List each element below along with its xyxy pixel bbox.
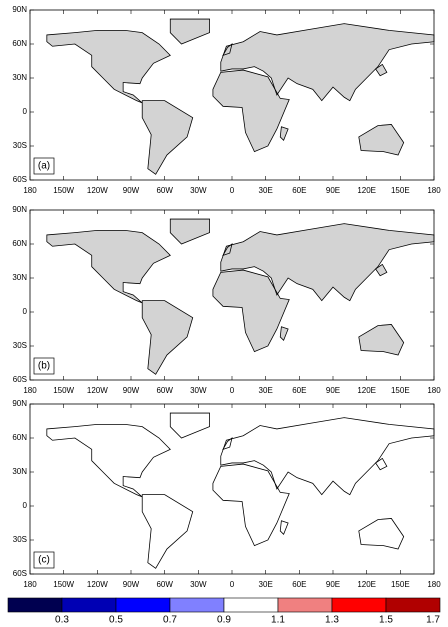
colorbar-label: 1.3 <box>325 615 339 626</box>
lon-label: 60E <box>292 186 306 195</box>
lon-label: 90E <box>326 186 340 195</box>
lon-label: 30W <box>190 186 207 195</box>
colorbar-box <box>223 597 279 613</box>
colorbar-label: 1.5 <box>379 615 393 626</box>
colorbar-box <box>7 597 63 613</box>
lon-label: 180 <box>427 386 441 395</box>
lon-label: 0 <box>230 186 235 195</box>
lon-label: 150E <box>391 580 410 589</box>
panel-label-box <box>33 551 55 569</box>
lon-label: 30E <box>259 386 273 395</box>
panel-label: (c) <box>38 555 50 566</box>
colorbar-label: 1.1 <box>271 615 285 626</box>
lat-label: 60S <box>13 569 27 578</box>
lat-label: 90N <box>12 399 27 408</box>
panel-label-box <box>33 357 55 375</box>
panel-b-map <box>46 218 435 375</box>
colorbar-box <box>115 597 171 613</box>
lat-label: 0 <box>23 307 28 316</box>
colorbar-box <box>331 597 387 613</box>
lat-label: 30N <box>12 467 27 476</box>
lat-label: 30S <box>13 341 27 350</box>
lon-label: 120E <box>357 186 376 195</box>
colorbar-box <box>385 597 441 613</box>
lon-label: 180 <box>23 580 37 589</box>
lon-label: 90E <box>326 386 340 395</box>
lon-label: 60W <box>156 386 173 395</box>
lon-label: 60E <box>292 386 306 395</box>
lon-label: 0 <box>230 580 235 589</box>
lon-label: 90W <box>123 386 140 395</box>
lon-label: 60E <box>292 580 306 589</box>
colorbar-label: 0.7 <box>163 615 177 626</box>
lon-label: 90W <box>123 580 140 589</box>
lon-label: 90E <box>326 580 340 589</box>
lon-label: 180 <box>427 580 441 589</box>
lon-label: 30E <box>259 186 273 195</box>
colorbar-label: 0.9 <box>217 615 231 626</box>
lon-label: 150E <box>391 386 410 395</box>
lat-label: 90N <box>12 205 27 214</box>
lon-label: 180 <box>427 186 441 195</box>
lat-label: 30N <box>12 73 27 82</box>
lat-label: 60N <box>12 39 27 48</box>
lat-label: 0 <box>23 501 28 510</box>
lon-label: 150W <box>53 386 74 395</box>
lon-label: 120E <box>357 386 376 395</box>
colorbar-box <box>61 597 117 613</box>
lon-label: 150W <box>53 186 74 195</box>
colorbar-label: 0.5 <box>109 615 123 626</box>
colorbar-label: 1.7 <box>426 615 440 626</box>
lon-label: 60W <box>156 580 173 589</box>
lat-label: 0 <box>23 107 28 116</box>
colorbar-box <box>169 597 225 613</box>
lon-label: 120W <box>87 386 108 395</box>
lat-label: 30S <box>13 141 27 150</box>
lat-label: 60S <box>13 175 27 184</box>
lon-label: 120W <box>87 580 108 589</box>
lon-label: 180 <box>23 186 37 195</box>
lon-label: 0 <box>230 386 235 395</box>
lat-label: 30N <box>12 273 27 282</box>
panel-c-map <box>46 412 435 569</box>
lon-label: 120E <box>357 580 376 589</box>
panel-label-box <box>33 157 55 175</box>
lat-label: 60S <box>13 375 27 384</box>
lat-label: 60N <box>12 239 27 248</box>
lat-label: 90N <box>12 5 27 14</box>
colorbar-box <box>277 597 333 613</box>
panel-label: (a) <box>38 161 50 172</box>
panel-a-map <box>46 18 435 175</box>
lon-label: 30E <box>259 580 273 589</box>
lon-label: 180 <box>23 386 37 395</box>
panel-label: (b) <box>38 361 50 372</box>
lon-label: 150E <box>391 186 410 195</box>
lon-label: 60W <box>156 186 173 195</box>
colorbar-label: 0.3 <box>55 615 69 626</box>
lat-label: 30S <box>13 535 27 544</box>
lon-label: 30W <box>190 580 207 589</box>
lon-label: 30W <box>190 386 207 395</box>
lon-label: 90W <box>123 186 140 195</box>
lon-label: 150W <box>53 580 74 589</box>
lat-label: 60N <box>12 433 27 442</box>
lon-label: 120W <box>87 186 108 195</box>
